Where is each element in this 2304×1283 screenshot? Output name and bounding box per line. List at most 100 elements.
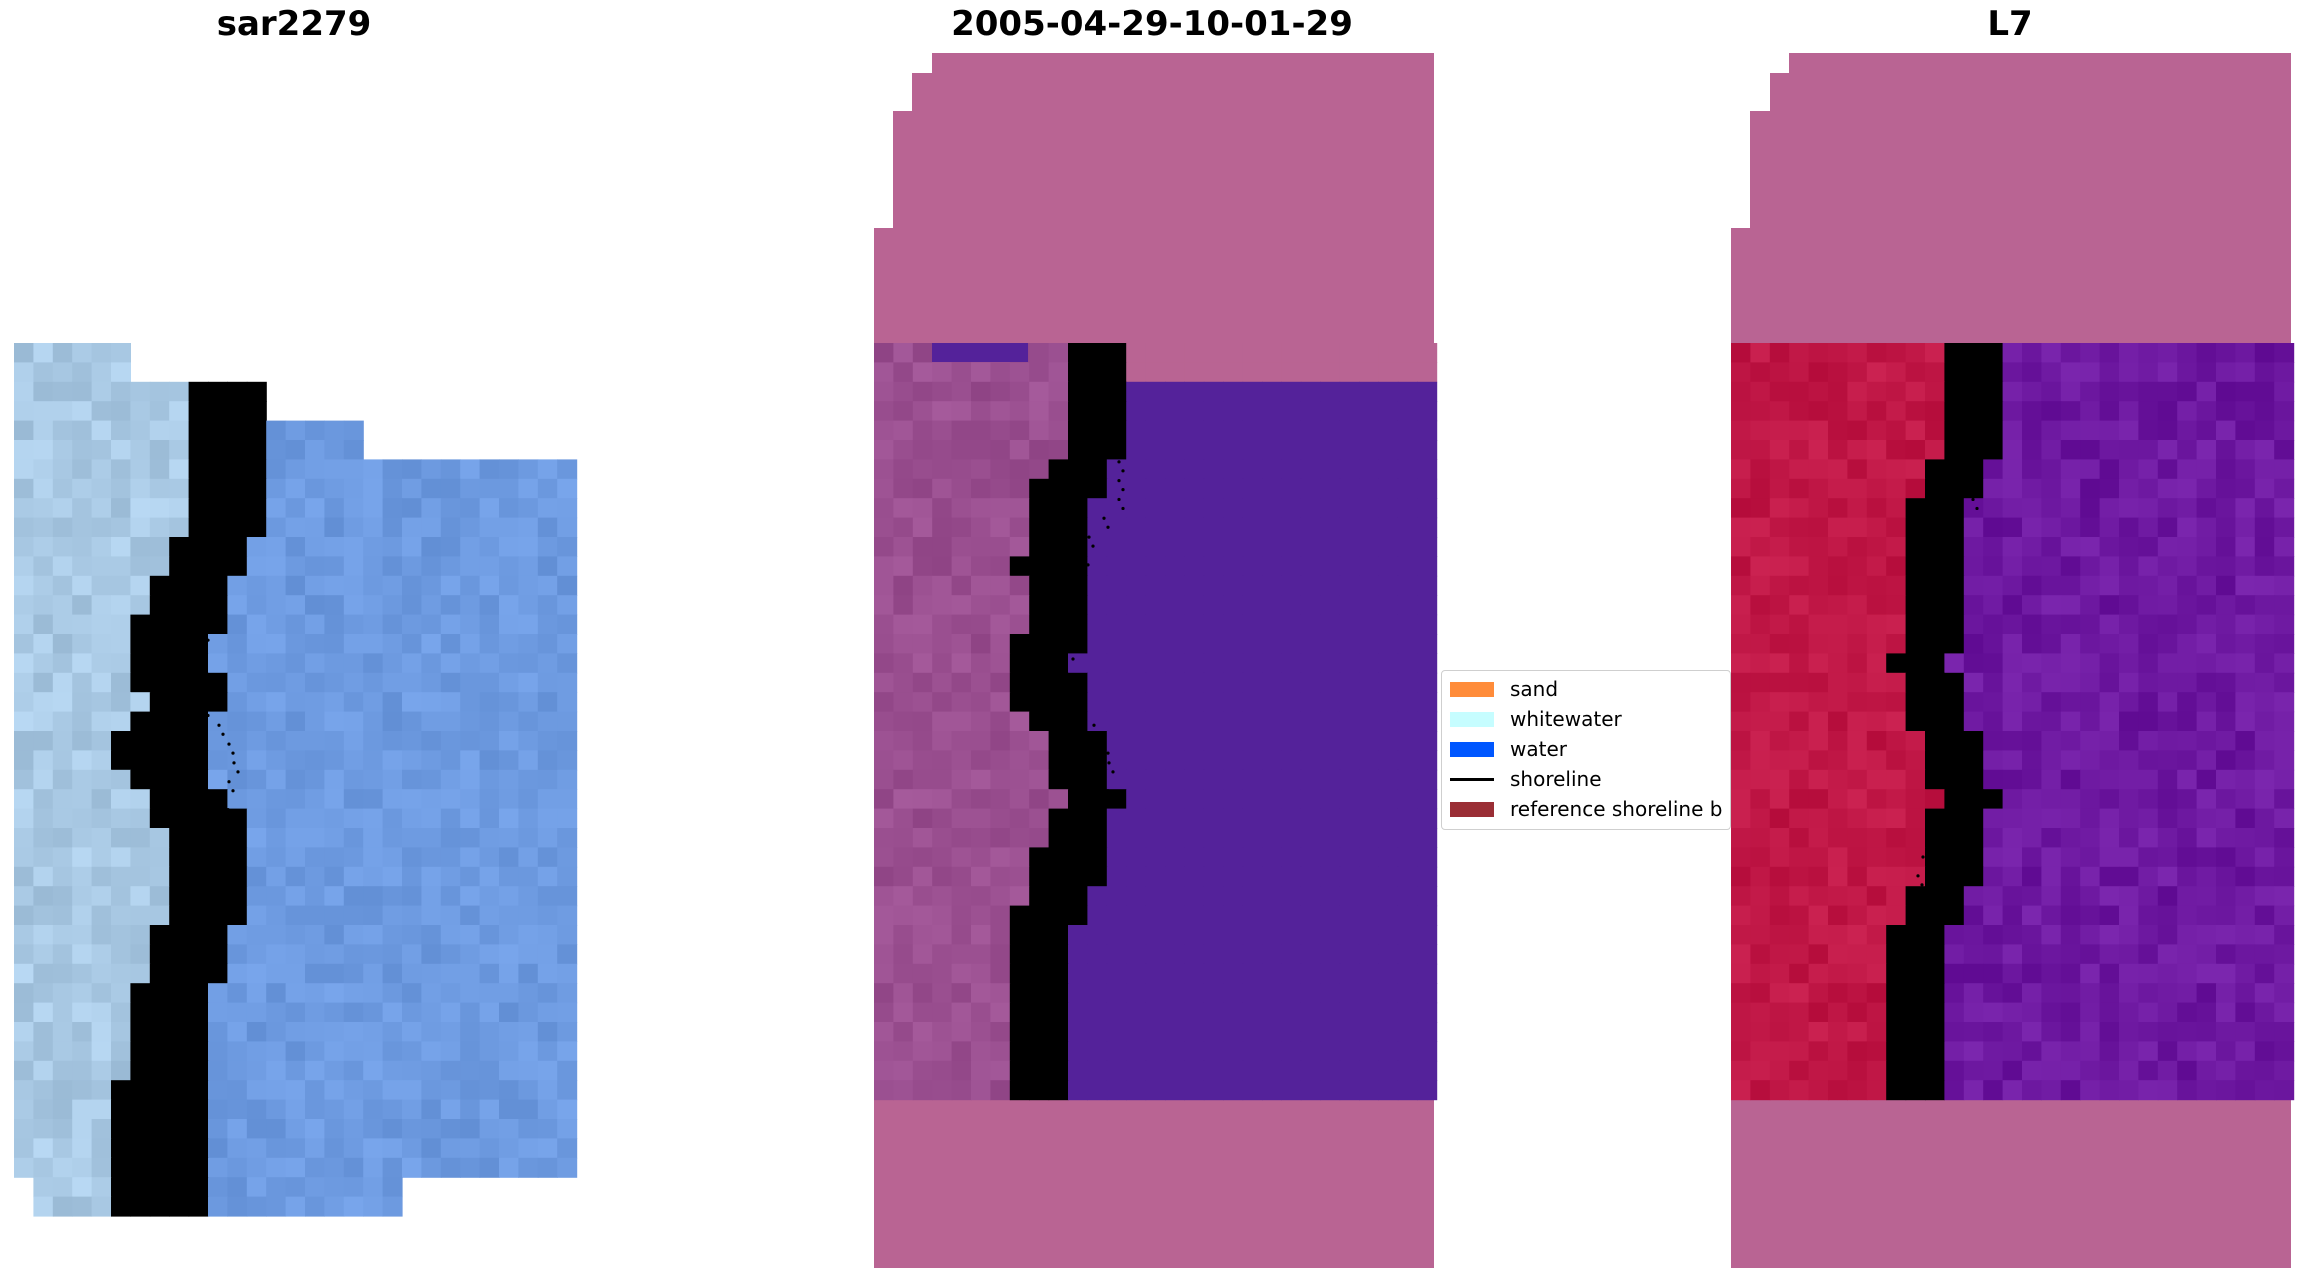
class-pixel (912, 925, 933, 945)
class-pixel (1068, 789, 1088, 810)
index-pixel (2274, 828, 2295, 848)
index-pixel (2119, 459, 2139, 480)
class-pixel (1165, 517, 1185, 538)
class-pixel (1029, 440, 1050, 460)
index-pixel (1808, 711, 1829, 732)
image-pixel (52, 459, 73, 480)
class-pixel (1339, 847, 1360, 868)
image-pixel (479, 634, 500, 654)
image-pixel (537, 517, 558, 538)
land-region-top (1731, 228, 2291, 343)
image-pixel (479, 944, 500, 965)
image-pixel (499, 963, 519, 984)
image-pixel (343, 983, 364, 1004)
class-pixel (1378, 847, 1399, 868)
index-pixel (1750, 1060, 1771, 1081)
image-pixel (499, 692, 519, 713)
index-pixel (2235, 711, 2256, 732)
image-pixel (557, 944, 578, 965)
class-pixel (1223, 828, 1244, 848)
class-pixel (874, 556, 894, 577)
image-pixel (324, 1138, 345, 1159)
class-pixel (1339, 653, 1360, 674)
image-pixel (91, 866, 112, 887)
class-pixel (1068, 537, 1088, 557)
image-pixel (169, 1138, 190, 1159)
index-pixel (1963, 1060, 1984, 1081)
class-pixel (1203, 886, 1224, 907)
image-pixel (305, 1177, 325, 1198)
class-pixel (1203, 769, 1224, 790)
image-pixel (305, 905, 325, 926)
image-pixel (285, 1138, 306, 1159)
image-pixel (52, 905, 73, 926)
index-pixel (2002, 692, 2023, 713)
index-pixel (2216, 905, 2236, 926)
index-pixel (1944, 537, 1965, 557)
index-pixel (2177, 459, 2198, 480)
image-pixel (421, 1138, 442, 1159)
class-pixel (1262, 847, 1282, 868)
image-pixel (52, 808, 73, 829)
image-pixel (402, 517, 422, 538)
image-pixel (460, 789, 481, 810)
image-pixel (130, 517, 151, 538)
class-pixel (893, 1080, 914, 1101)
index-pixel (2274, 769, 2295, 790)
class-pixel (1378, 478, 1399, 499)
index-pixel (2119, 653, 2139, 674)
index-pixel (2196, 789, 2217, 810)
class-pixel (990, 556, 1011, 577)
class-pixel (1359, 440, 1379, 460)
image-pixel (499, 1138, 519, 1159)
image-pixel (285, 731, 306, 751)
index-pixel (2254, 905, 2275, 926)
shoreline-point (242, 460, 246, 464)
image-pixel (499, 556, 519, 577)
shoreline-point (1965, 770, 1969, 774)
class-pixel (1029, 828, 1050, 848)
image-pixel (111, 1060, 131, 1081)
image-pixel (33, 362, 54, 383)
image-pixel (499, 828, 519, 848)
image-pixel (208, 595, 228, 616)
class-pixel (1165, 963, 1185, 984)
class-pixel (1262, 808, 1282, 829)
image-pixel (537, 1099, 558, 1120)
index-pixel (1963, 459, 1984, 480)
class-pixel (1184, 498, 1205, 519)
index-pixel (2216, 653, 2236, 674)
index-pixel (2157, 905, 2178, 926)
index-pixel (2138, 614, 2159, 635)
index-pixel (1789, 983, 1810, 1004)
image-pixel (130, 1138, 151, 1159)
class-pixel (932, 634, 953, 654)
image-pixel (188, 1138, 209, 1159)
class-pixel (893, 1022, 914, 1042)
index-pixel (2080, 653, 2101, 674)
index-pixel (1789, 789, 1810, 810)
index-pixel (2157, 459, 2178, 480)
image-pixel (324, 672, 345, 693)
class-pixel (1397, 498, 1418, 519)
class-pixel (893, 750, 914, 771)
class-pixel (1262, 944, 1282, 965)
index-pixel (2022, 440, 2042, 460)
index-pixel (1828, 343, 1848, 363)
class-pixel (1087, 731, 1108, 751)
index-pixel (1828, 517, 1848, 538)
index-pixel (1731, 886, 1751, 907)
class-pixel (1378, 537, 1399, 557)
class-pixel (1184, 575, 1205, 596)
index-pixel (1808, 1041, 1829, 1062)
class-pixel (1029, 343, 1050, 363)
shoreline-point (231, 751, 235, 755)
shoreline-point (1053, 930, 1057, 934)
class-pixel (1009, 614, 1030, 635)
class-pixel (1068, 420, 1088, 441)
index-pixel (2216, 498, 2236, 519)
class-pixel (1281, 789, 1302, 810)
image-pixel (537, 711, 558, 732)
index-pixel (1886, 653, 1907, 674)
